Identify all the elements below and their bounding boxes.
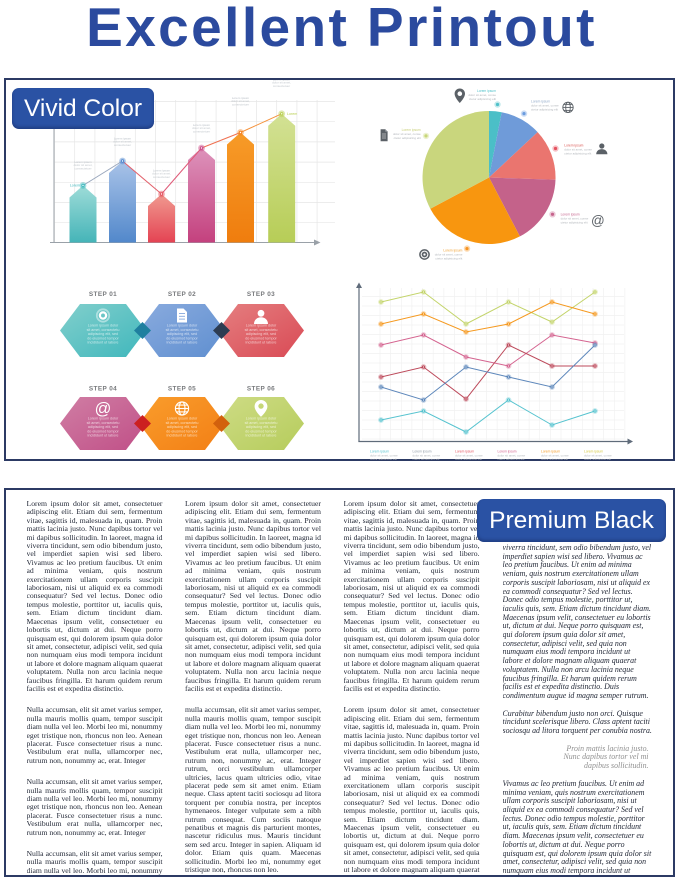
svg-text:Lorem ipsum: Lorem ipsum xyxy=(370,450,389,454)
svg-text:Lorem ipsum dolor: Lorem ipsum dolor xyxy=(246,417,277,421)
svg-text:Lorem ipsum dolor: Lorem ipsum dolor xyxy=(88,324,119,328)
svg-text:dolor sit amet, conse: dolor sit amet, conse xyxy=(393,132,421,136)
svg-text:dolor sit amet, conse: dolor sit amet, conse xyxy=(468,93,496,97)
svg-text:incididunt ut labore: incididunt ut labore xyxy=(88,434,119,438)
svg-text:do eiusmod tempor: do eiusmod tempor xyxy=(87,336,119,340)
svg-text:adipiscing elit, sed: adipiscing elit, sed xyxy=(246,425,276,429)
svg-text:consectetuer: consectetuer xyxy=(273,84,290,88)
svg-text:sit amet, consectetu: sit amet, consectetu xyxy=(87,421,120,425)
svg-text:dolor sit amet,: dolor sit amet, xyxy=(152,172,171,176)
svg-text:Lorem ipsum: Lorem ipsum xyxy=(564,143,583,147)
svg-text:ctetur adipisicing elit: ctetur adipisicing elit xyxy=(455,458,482,460)
svg-text:ctetur adipisicing elit: ctetur adipisicing elit xyxy=(564,151,591,155)
svg-text:do eiusmod tempor: do eiusmod tempor xyxy=(245,429,277,433)
svg-text:Lorem ipsum: Lorem ipsum xyxy=(232,96,250,100)
svg-text:sit amet, consectetu: sit amet, consectetu xyxy=(166,328,199,332)
svg-text:Lorem ipsum dolor: Lorem ipsum dolor xyxy=(246,324,277,328)
svg-text:ctetur adipisicing elit: ctetur adipisicing elit xyxy=(561,221,588,225)
svg-text:Lorem ipsum: Lorem ipsum xyxy=(193,123,211,127)
svg-text:dolor sit amet, conse: dolor sit amet, conse xyxy=(498,454,526,458)
svg-text:incididunt ut labore: incididunt ut labore xyxy=(167,434,198,438)
svg-text:do eiusmod tempor: do eiusmod tempor xyxy=(87,429,119,433)
svg-text:consectetuer: consectetuer xyxy=(74,166,91,170)
svg-text:sit amet, consectetu: sit amet, consectetu xyxy=(245,328,278,332)
svg-text:STEP 02: STEP 02 xyxy=(168,291,196,298)
svg-text:dolor sit amet, conse: dolor sit amet, conse xyxy=(541,454,569,458)
svg-text:dolor sit amet, conse: dolor sit amet, conse xyxy=(561,217,589,221)
svg-text:sit amet, consectetu: sit amet, consectetu xyxy=(166,421,199,425)
svg-text:ctetur adipisicing elit: ctetur adipisicing elit xyxy=(435,256,462,260)
svg-text:do eiusmod tempor: do eiusmod tempor xyxy=(166,336,198,340)
svg-text:ctetur adipisicing elit: ctetur adipisicing elit xyxy=(394,136,421,140)
svg-text:STEP 03: STEP 03 xyxy=(247,291,275,298)
svg-text:dolor sit amet,: dolor sit amet, xyxy=(231,99,250,103)
svg-text:Lorem ipsum: Lorem ipsum xyxy=(74,160,92,164)
svg-text:dolor sit amet, conse: dolor sit amet, conse xyxy=(584,454,612,458)
svg-text:dolor sit amet, conse: dolor sit amet, conse xyxy=(435,252,463,256)
svg-text:consectetuer: consectetuer xyxy=(232,102,249,106)
svg-text:ctetur adipisicing elit: ctetur adipisicing elit xyxy=(531,107,558,111)
svg-text:Lorem ipsum: Lorem ipsum xyxy=(402,128,421,132)
svg-text:Lorem ipsum: Lorem ipsum xyxy=(584,450,603,454)
svg-text:incididunt ut labore: incididunt ut labore xyxy=(167,341,198,345)
svg-text:ctetur adipisicing elit: ctetur adipisicing elit xyxy=(584,458,611,460)
svg-text:adipiscing elit, sed: adipiscing elit, sed xyxy=(167,425,197,429)
svg-text:Lorem ipsum: Lorem ipsum xyxy=(114,137,132,141)
svg-text:STEP 06: STEP 06 xyxy=(247,386,275,393)
svg-text:adipiscing elit, sed: adipiscing elit, sed xyxy=(88,425,118,429)
svg-text:dolor sit amet, conse: dolor sit amet, conse xyxy=(370,454,398,458)
svg-text:Lorem ipsum: Lorem ipsum xyxy=(455,450,474,454)
svg-text:dolor sit amet, conse: dolor sit amet, conse xyxy=(413,454,441,458)
svg-text:Lorem ipsum: Lorem ipsum xyxy=(413,450,432,454)
svg-text:Lorem ipsum dolor: Lorem ipsum dolor xyxy=(167,417,198,421)
svg-text:adipiscing elit, sed: adipiscing elit, sed xyxy=(88,332,118,336)
svg-text:dolor sit amet,: dolor sit amet, xyxy=(272,81,291,85)
svg-text:dolor sit amet, conse: dolor sit amet, conse xyxy=(564,147,592,151)
svg-text:consectetuer: consectetuer xyxy=(193,129,210,133)
svg-text:sit amet, consectetu: sit amet, consectetu xyxy=(87,328,120,332)
svg-text:@: @ xyxy=(95,400,112,418)
svg-text:dolor sit amet, conse: dolor sit amet, conse xyxy=(531,103,559,107)
svg-text:sit amet, consectetu: sit amet, consectetu xyxy=(245,421,278,425)
svg-text:do eiusmod tempor: do eiusmod tempor xyxy=(245,336,277,340)
svg-text:consectetuer: consectetuer xyxy=(153,175,170,179)
svg-text:Lorem ipsum: Lorem ipsum xyxy=(498,450,517,454)
svg-text:STEP 04: STEP 04 xyxy=(89,386,117,393)
svg-text:ctetur adipisicing elit: ctetur adipisicing elit xyxy=(541,458,568,460)
svg-text:Lorem ipsum: Lorem ipsum xyxy=(541,450,560,454)
svg-text:incididunt ut labore: incididunt ut labore xyxy=(246,341,277,345)
svg-text:Lorem ipsum dolor: Lorem ipsum dolor xyxy=(167,324,198,328)
svg-text:adipiscing elit, sed: adipiscing elit, sed xyxy=(246,332,276,336)
svg-text:dolor sit amet,: dolor sit amet, xyxy=(113,140,132,144)
svg-text:ctetur adipisicing elit: ctetur adipisicing elit xyxy=(370,458,397,460)
svg-text:ctetur adipisicing elit: ctetur adipisicing elit xyxy=(413,458,440,460)
svg-text:dolor sit amet,: dolor sit amet, xyxy=(74,163,93,167)
svg-text:adipiscing elit, sed: adipiscing elit, sed xyxy=(167,332,197,336)
svg-text:ctetur adipisicing elit: ctetur adipisicing elit xyxy=(469,97,496,101)
svg-text:Lorem ipsum: Lorem ipsum xyxy=(531,99,550,103)
svg-text:incididunt ut labore: incididunt ut labore xyxy=(88,341,119,345)
svg-text:do eiusmod tempor: do eiusmod tempor xyxy=(166,429,198,433)
svg-text:ctetur adipisicing elit: ctetur adipisicing elit xyxy=(498,458,525,460)
svg-text:dolor sit amet,: dolor sit amet, xyxy=(192,126,211,130)
svg-text:STEP 05: STEP 05 xyxy=(168,386,196,393)
svg-text:Lorem: Lorem xyxy=(70,184,80,188)
svg-text:dolor sit amet, conse: dolor sit amet, conse xyxy=(455,454,483,458)
svg-text:Lorem: Lorem xyxy=(287,112,297,116)
svg-text:consectetuer: consectetuer xyxy=(114,143,131,147)
svg-text:STEP 01: STEP 01 xyxy=(89,291,117,298)
svg-text:Lorem ipsum: Lorem ipsum xyxy=(273,80,291,82)
svg-text:Lorem ipsum dolor: Lorem ipsum dolor xyxy=(88,417,119,421)
svg-text:Lorem ipsum: Lorem ipsum xyxy=(561,213,580,217)
svg-text:@: @ xyxy=(591,213,605,228)
svg-text:Lorem ipsum: Lorem ipsum xyxy=(443,248,462,252)
svg-text:incididunt ut labore: incididunt ut labore xyxy=(246,434,277,438)
svg-text:Lorem ipsum: Lorem ipsum xyxy=(477,89,496,93)
svg-text:Lorem ipsum: Lorem ipsum xyxy=(153,169,171,173)
